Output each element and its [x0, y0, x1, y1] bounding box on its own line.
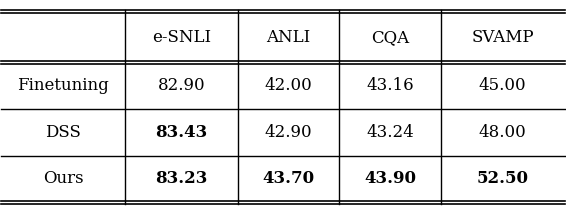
Text: 45.00: 45.00 — [479, 77, 526, 94]
Text: 83.43: 83.43 — [156, 124, 208, 141]
Text: 43.90: 43.90 — [364, 170, 416, 187]
Text: 82.90: 82.90 — [158, 77, 205, 94]
Text: 48.00: 48.00 — [479, 124, 526, 141]
Text: CQA: CQA — [371, 29, 409, 46]
Text: e-SNLI: e-SNLI — [152, 29, 211, 46]
Text: 83.23: 83.23 — [156, 170, 208, 187]
Text: 42.00: 42.00 — [265, 77, 312, 94]
Text: 43.70: 43.70 — [263, 170, 315, 187]
Text: 52.50: 52.50 — [477, 170, 529, 187]
Text: DSS: DSS — [45, 124, 82, 141]
Text: Ours: Ours — [43, 170, 84, 187]
Text: 43.24: 43.24 — [366, 124, 414, 141]
Text: Finetuning: Finetuning — [18, 77, 109, 94]
Text: 43.16: 43.16 — [366, 77, 414, 94]
Text: ANLI: ANLI — [267, 29, 311, 46]
Text: SVAMP: SVAMP — [471, 29, 534, 46]
Text: 42.90: 42.90 — [265, 124, 312, 141]
